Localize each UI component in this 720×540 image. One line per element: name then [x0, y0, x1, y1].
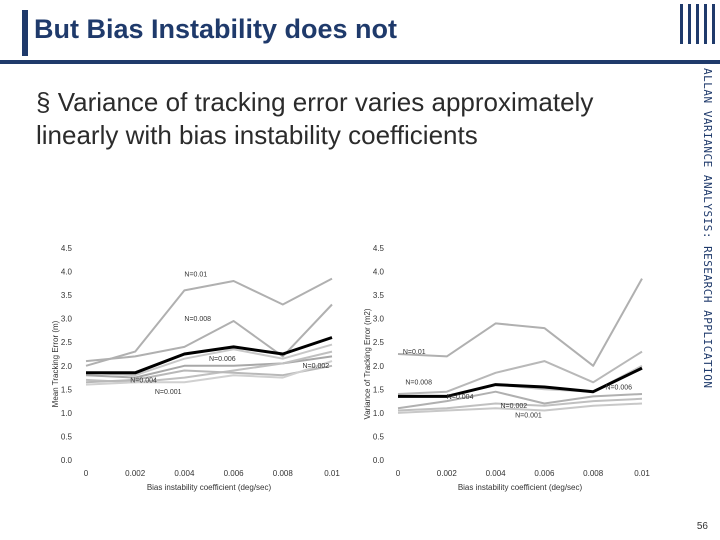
- series-line-N-0-001: [85, 364, 333, 384]
- x-tick-label: 0: [396, 469, 401, 478]
- bullet-text: Variance of tracking error varies approx…: [36, 87, 594, 150]
- series-line-N-0-01: [85, 277, 333, 367]
- series-line-N-0-008: [85, 303, 333, 363]
- series-annotation: N=0.008: [184, 316, 211, 323]
- title-bar: But Bias Instability does not: [0, 0, 720, 58]
- bullet-symbol: §: [36, 87, 51, 117]
- x-tick-label: 0.002: [437, 469, 458, 478]
- y-tick-label: 0.5: [61, 432, 73, 441]
- series-annotation: N=0.002: [302, 363, 329, 370]
- y-axis-label: Mean Tracking Error (m): [51, 320, 60, 407]
- y-tick-label: 1.5: [373, 385, 385, 394]
- series-annotation: N=0.01: [184, 271, 207, 278]
- title-accent: [22, 10, 28, 56]
- series-annotation: N=0.01: [403, 349, 426, 356]
- series-annotation: N=0.001: [515, 413, 542, 420]
- y-tick-label: 2.5: [61, 338, 73, 347]
- series-annotation: N=0.001: [155, 389, 182, 396]
- page-title: But Bias Instability does not: [34, 14, 398, 44]
- y-axis-label: Variance of Tracking Error (m2): [363, 308, 372, 419]
- series-line-N-0-002: [397, 397, 643, 412]
- series-annotation: N=0.006: [209, 356, 236, 363]
- series-annotation: N=0.004: [130, 377, 157, 384]
- series-annotation: N=0.002: [500, 403, 527, 410]
- series-annotation: N=0.004: [447, 394, 474, 401]
- x-tick-label: 0.002: [125, 469, 146, 478]
- page-number: 56: [696, 521, 708, 532]
- y-tick-label: 0.0: [373, 456, 385, 465]
- y-tick-label: 3.0: [373, 315, 385, 324]
- y-tick-label: 4.0: [61, 268, 73, 277]
- y-tick-label: 1.0: [373, 409, 385, 418]
- x-tick-label: 0.004: [174, 469, 195, 478]
- x-tick-label: 0: [84, 469, 89, 478]
- x-tick-label: 0.008: [583, 469, 604, 478]
- x-tick-label: 0.004: [486, 469, 507, 478]
- y-tick-label: 3.5: [61, 291, 73, 300]
- y-tick-label: 3.5: [373, 291, 385, 300]
- series-line-N-0-004: [397, 390, 643, 410]
- series-line-N-0-001: [397, 402, 643, 414]
- y-tick-label: 4.5: [373, 244, 385, 253]
- series-annotation: N=0.006: [605, 384, 632, 391]
- x-tick-label: 0.01: [634, 469, 650, 478]
- series-line-mean-6: [398, 366, 643, 398]
- series-line-N-0-01: [397, 278, 643, 367]
- x-tick-label: 0.006: [534, 469, 555, 478]
- y-tick-label: 1.0: [61, 409, 73, 418]
- y-tick-label: 2.5: [373, 338, 385, 347]
- series-line-mean-7: [86, 336, 333, 375]
- series-annotation: N=0.008: [405, 380, 432, 387]
- y-tick-label: 1.5: [61, 385, 73, 394]
- y-tick-label: 4.0: [373, 268, 385, 277]
- title-rule: [0, 60, 720, 64]
- y-tick-label: 3.0: [61, 315, 73, 324]
- series-line-N-0-008: [397, 350, 643, 395]
- x-axis-label: Bias instability coefficient (deg/sec): [458, 483, 583, 492]
- x-tick-label: 0.01: [324, 469, 340, 478]
- x-tick-label: 0.006: [224, 469, 245, 478]
- bullet-point: § Variance of tracking error varies appr…: [36, 86, 666, 152]
- series-line-mean-6: [85, 360, 333, 386]
- decorative-bars: [678, 4, 718, 54]
- x-tick-label: 0.008: [273, 469, 294, 478]
- y-tick-label: 0.5: [373, 432, 385, 441]
- y-tick-label: 2.0: [61, 362, 73, 371]
- y-tick-label: 0.0: [61, 456, 73, 465]
- x-axis-label: Bias instability coefficient (deg/sec): [147, 483, 272, 492]
- y-tick-label: 4.5: [61, 244, 73, 253]
- y-tick-label: 2.0: [373, 362, 385, 371]
- series-line-N-0-006: [85, 343, 333, 377]
